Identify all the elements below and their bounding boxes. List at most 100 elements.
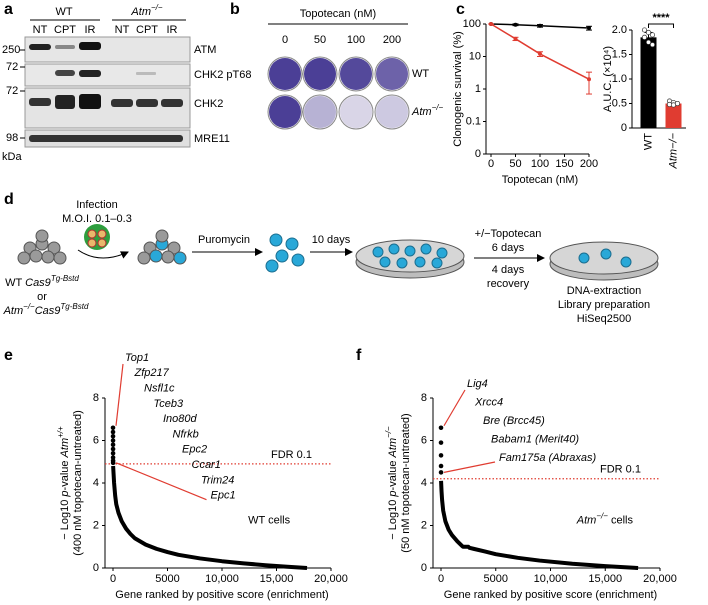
step-label: recovery xyxy=(487,278,530,290)
gene-point xyxy=(110,429,116,435)
gene-label: Babam1 (Merit40) xyxy=(491,433,579,445)
dose-label: 100 xyxy=(347,34,365,46)
annotation-part: −/− xyxy=(596,511,608,520)
gene-label: Tceb3 xyxy=(154,398,184,410)
row-label: Atm−/− xyxy=(411,103,443,118)
protein-label: MRE11 xyxy=(194,133,230,145)
panel-label: c xyxy=(456,1,465,18)
panel-label: d xyxy=(4,191,14,208)
gene-label: Bre (Brcc45) xyxy=(483,415,545,427)
x-axis-label: Gene ranked by positive score (enrichmen… xyxy=(444,589,657,601)
bar xyxy=(665,103,682,128)
annotation-part: cells xyxy=(608,514,634,526)
marker-unit: kDa xyxy=(2,151,22,163)
gene-point xyxy=(110,460,116,466)
significance-label: **** xyxy=(652,12,670,24)
marker-label: 98 xyxy=(6,132,18,144)
panel-label: b xyxy=(230,1,240,18)
panel-label: e xyxy=(4,347,13,364)
plate-stain xyxy=(376,58,408,90)
genotype-label: or xyxy=(37,291,47,303)
label-part: +/+ xyxy=(56,426,65,438)
gene-point xyxy=(110,450,116,456)
annotation: Atm−/− cells xyxy=(576,511,634,526)
gene-point xyxy=(438,470,444,475)
callout-line xyxy=(115,462,207,501)
y-tick-label: 0.5 xyxy=(612,97,627,109)
annotation-part: WT cells xyxy=(248,514,290,526)
blot-strip xyxy=(24,36,191,63)
series-line xyxy=(490,23,590,29)
lane-label: CPT xyxy=(54,24,76,36)
y-axis-label: − Log10 p-value Atm−/− xyxy=(384,426,399,540)
y-tick-label: 4 xyxy=(421,477,427,489)
gene-label: Epc2 xyxy=(182,444,207,456)
x-tick-label: 15,000 xyxy=(588,573,622,585)
label-part: -value xyxy=(387,457,399,490)
callout-line xyxy=(443,389,466,427)
callout-line xyxy=(443,461,496,473)
plate-stain xyxy=(340,58,372,90)
replicate-point xyxy=(674,100,681,107)
x-tick-label: 20,000 xyxy=(314,573,348,585)
panel-label: a xyxy=(4,1,13,18)
group-label: Atm−/− xyxy=(130,3,162,18)
gene-label: Nsfl1c xyxy=(144,383,175,395)
y-tick-label: 8 xyxy=(93,392,99,404)
dish xyxy=(355,239,465,279)
dish xyxy=(549,241,659,281)
label-part: -value xyxy=(59,457,71,490)
plate-stain xyxy=(340,96,372,128)
dose-label: 0 xyxy=(282,34,288,46)
y-tick-label: 0 xyxy=(421,562,427,574)
superscript: Tg-Bstd xyxy=(51,274,80,283)
group-label: WT xyxy=(55,6,72,18)
gene-point xyxy=(110,446,116,452)
x-axis-label: Topotecan (nM) xyxy=(502,174,578,186)
workflow-diagram: Infection M.O.I. 0.1–0.3 Puromycin 10 da… xyxy=(3,199,659,325)
band xyxy=(79,94,101,109)
step-label: Infection xyxy=(76,199,118,211)
x-tick-label: 10,000 xyxy=(534,573,568,585)
x-tick-label: WT xyxy=(642,133,654,150)
label-part: Atm xyxy=(387,438,399,459)
fdr-label: FDR 0.1 xyxy=(600,464,641,476)
y-axis-label: (50 nM topotecan-untreated) xyxy=(400,413,412,552)
selected-cells xyxy=(265,233,305,273)
band xyxy=(111,99,133,107)
gene-point xyxy=(438,425,444,431)
gene-text: Atm xyxy=(130,6,151,18)
point xyxy=(587,26,591,31)
step-label: +/−Topotecan xyxy=(475,228,542,240)
point xyxy=(489,22,493,26)
step-label: Puromycin xyxy=(198,234,250,246)
y-axis-label: Clonogenic survival (%) xyxy=(452,31,464,147)
y-axis-label: A.U.C. (×10⁴) xyxy=(602,46,614,112)
gene-label: Nfrkb xyxy=(173,428,199,440)
gene-point xyxy=(438,463,444,469)
infected-cell xyxy=(84,224,110,250)
gene-point xyxy=(438,440,444,445)
y-tick-label: 6 xyxy=(93,434,99,446)
plate-stain xyxy=(269,58,301,90)
cell-cluster xyxy=(137,229,187,265)
gene-point xyxy=(110,433,116,439)
dose-label: 50 xyxy=(314,34,326,46)
superscript: Tg-Bstd xyxy=(60,302,89,311)
x-axis-label: Gene ranked by positive score (enrichmen… xyxy=(115,589,328,601)
step-label: 6 days xyxy=(492,242,525,254)
genotype-label: Atm−/−Cas9Tg-Bstd xyxy=(3,302,89,317)
y-tick-label: 100 xyxy=(463,18,481,30)
significance-bracket xyxy=(648,23,674,28)
x-tick-label: 5000 xyxy=(155,573,179,585)
x-tick-label: 15,000 xyxy=(260,573,294,585)
band xyxy=(136,99,158,107)
gene-label: Epc1 xyxy=(211,490,236,502)
plate-stain xyxy=(304,96,336,128)
plate xyxy=(302,94,338,130)
gene-label: Zfp217 xyxy=(134,367,170,379)
point xyxy=(538,51,542,56)
text: WT xyxy=(5,277,22,289)
step-label: Library preparation xyxy=(558,299,650,311)
ranked-curve xyxy=(439,480,639,570)
